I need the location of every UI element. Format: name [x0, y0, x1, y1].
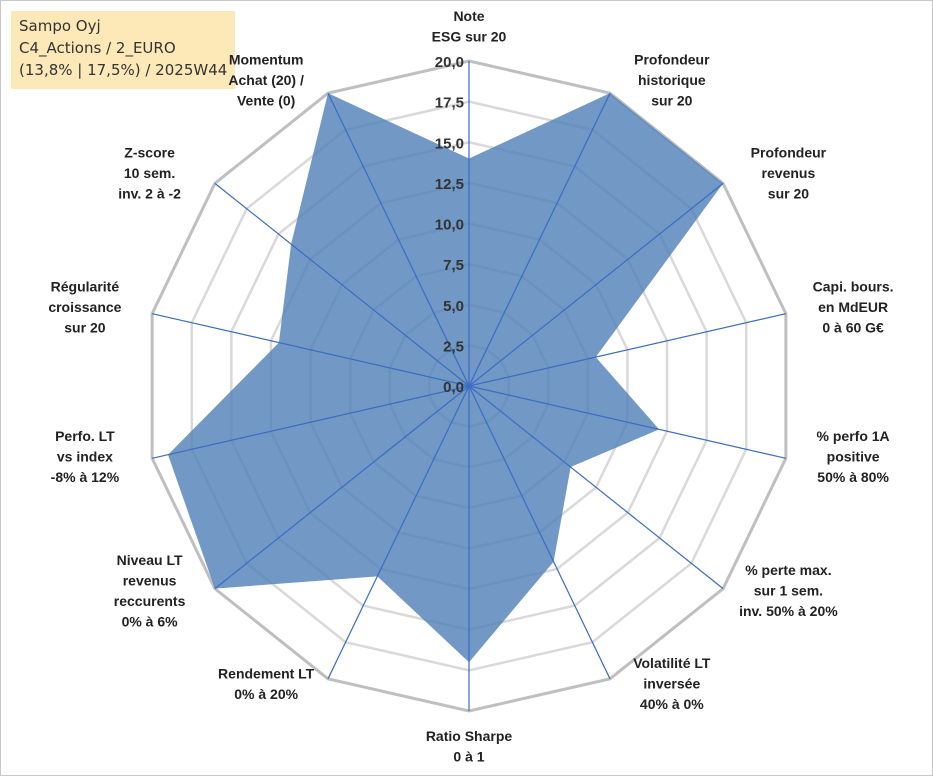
axis-label-5: % perte max.sur 1 sem.inv. 50% à 20%	[739, 562, 838, 619]
tick-label-7: 17,5	[435, 95, 464, 112]
tick-label-4: 10,0	[435, 217, 464, 234]
tick-label-3: 7,5	[443, 257, 464, 274]
tick-label-1: 2,5	[443, 338, 464, 355]
tick-label-5: 12,5	[435, 176, 464, 193]
tick-label-0: 0,0	[443, 379, 464, 396]
tick-label-2: 5,0	[443, 298, 464, 315]
tick-label-6: 15,0	[435, 135, 464, 152]
tick-label-8: 20,0	[435, 54, 464, 71]
